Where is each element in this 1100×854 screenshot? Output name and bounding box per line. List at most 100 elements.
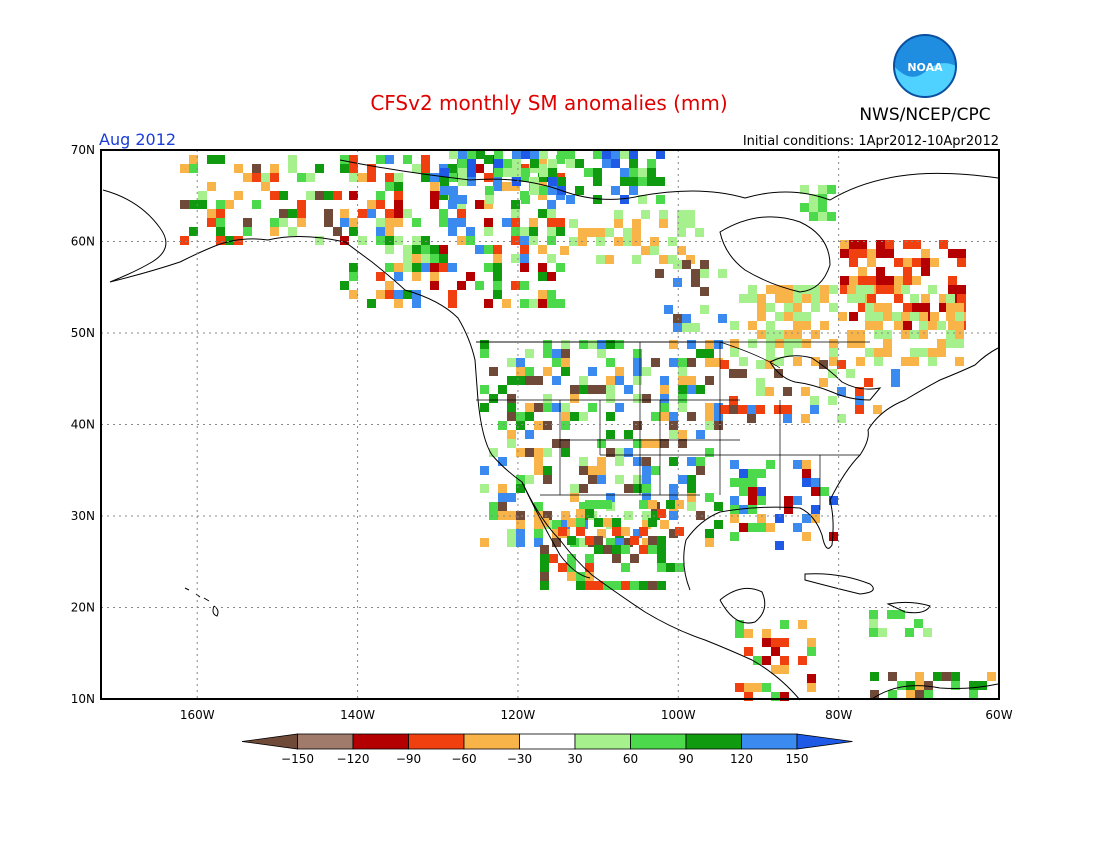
anomaly-cell xyxy=(775,285,784,294)
anomaly-cell xyxy=(606,394,615,403)
anomaly-cell xyxy=(793,303,802,312)
anomaly-cell xyxy=(538,299,547,308)
anomaly-cell xyxy=(603,581,612,590)
anomaly-cell xyxy=(818,185,827,194)
anomaly-cell xyxy=(714,412,723,421)
anomaly-cell xyxy=(870,690,879,699)
anomaly-cell xyxy=(915,672,924,681)
anomaly-cell xyxy=(594,536,603,545)
anomaly-cell xyxy=(615,403,624,412)
anomaly-cell xyxy=(818,194,827,203)
lat-tick-label: 50N xyxy=(71,326,95,340)
anomaly-cell xyxy=(632,219,641,228)
anomaly-cell xyxy=(498,502,507,511)
anomaly-cell xyxy=(349,227,358,236)
anomaly-cell xyxy=(558,563,567,572)
anomaly-cell xyxy=(919,312,928,321)
anomaly-cell xyxy=(534,502,543,511)
anomaly-cell xyxy=(596,228,605,237)
anomaly-cell xyxy=(189,200,198,209)
anomaly-cell xyxy=(946,312,955,321)
anomaly-cell xyxy=(757,294,766,303)
north-america-west-coastline xyxy=(102,189,801,701)
legend-tick-label: −60 xyxy=(451,752,476,766)
legend-arrow-right xyxy=(796,733,853,750)
anomaly-cell xyxy=(385,263,394,272)
anomaly-cell xyxy=(651,439,660,448)
anomaly-cell xyxy=(543,349,552,358)
anomaly-cell xyxy=(682,260,691,269)
anomaly-cell xyxy=(762,629,771,638)
anomaly-cell xyxy=(511,218,520,227)
anomaly-cell xyxy=(638,195,647,204)
anomaly-cell xyxy=(903,276,912,285)
anomaly-cell xyxy=(576,509,585,518)
anomaly-cell xyxy=(757,514,766,523)
anomaly-cell xyxy=(849,312,858,321)
anomaly-cell xyxy=(549,554,558,563)
anomaly-cell xyxy=(829,303,838,312)
anomaly-cell xyxy=(673,314,682,323)
anomaly-cell xyxy=(421,155,430,164)
anomaly-cell xyxy=(516,520,525,529)
anomaly-cell xyxy=(901,285,910,294)
anomaly-cell xyxy=(955,303,964,312)
anomaly-cell xyxy=(540,581,549,590)
anomaly-cell xyxy=(793,496,802,505)
anomaly-cell xyxy=(567,536,576,545)
anomaly-cell xyxy=(525,367,534,376)
anomaly-cell xyxy=(403,290,412,299)
anomaly-cell xyxy=(642,538,651,547)
anomaly-cell xyxy=(858,267,867,276)
anomaly-cell xyxy=(668,255,677,264)
anomaly-cell xyxy=(216,227,225,236)
anomaly-cell xyxy=(793,357,802,366)
anomaly-cell xyxy=(306,191,315,200)
anomaly-cell xyxy=(784,505,793,514)
anomaly-cell xyxy=(687,493,696,502)
anomaly-cell xyxy=(696,466,705,475)
anomaly-cell xyxy=(484,263,493,272)
anomaly-cell xyxy=(915,690,924,699)
anomaly-cell xyxy=(502,182,511,191)
anomaly-cell xyxy=(894,276,903,285)
anomaly-cell xyxy=(903,258,912,267)
anomaly-cell xyxy=(659,219,668,228)
anomaly-cell xyxy=(846,369,855,378)
anomaly-cell xyxy=(802,312,811,321)
anomaly-cell xyxy=(930,258,939,267)
anomaly-cell xyxy=(919,330,928,339)
anomaly-cell xyxy=(873,405,882,414)
anomaly-cell xyxy=(603,545,612,554)
anomaly-cell xyxy=(948,276,957,285)
legend-swatch xyxy=(630,733,687,750)
legend-tick-label: 60 xyxy=(623,752,638,766)
anomaly-cell xyxy=(493,272,502,281)
anomaly-cell xyxy=(243,173,252,182)
anomaly-cell xyxy=(561,412,570,421)
anomaly-cell xyxy=(548,168,557,177)
anomaly-cell xyxy=(558,527,567,536)
anomaly-cell xyxy=(547,209,556,218)
anomaly-cell xyxy=(847,330,856,339)
anomaly-cell xyxy=(910,348,919,357)
anomaly-cell xyxy=(403,245,412,254)
anomaly-cell xyxy=(585,563,594,572)
anomaly-cell xyxy=(457,236,466,245)
anomaly-cell xyxy=(630,581,639,590)
anomaly-cell xyxy=(682,314,691,323)
anomaly-cell xyxy=(811,294,820,303)
anomaly-cell xyxy=(511,209,520,218)
anomaly-cell xyxy=(561,520,570,529)
anomaly-cell xyxy=(673,260,682,269)
anomaly-cell xyxy=(489,448,498,457)
anomaly-cell xyxy=(597,475,606,484)
anomaly-cell xyxy=(525,475,534,484)
anomaly-cell xyxy=(921,267,930,276)
anomaly-cell xyxy=(603,500,612,509)
anomaly-cell xyxy=(234,164,243,173)
anomaly-cell xyxy=(730,460,739,469)
anomaly-cell xyxy=(869,619,878,628)
anomaly-cell xyxy=(449,186,458,195)
anomaly-cell xyxy=(894,285,903,294)
